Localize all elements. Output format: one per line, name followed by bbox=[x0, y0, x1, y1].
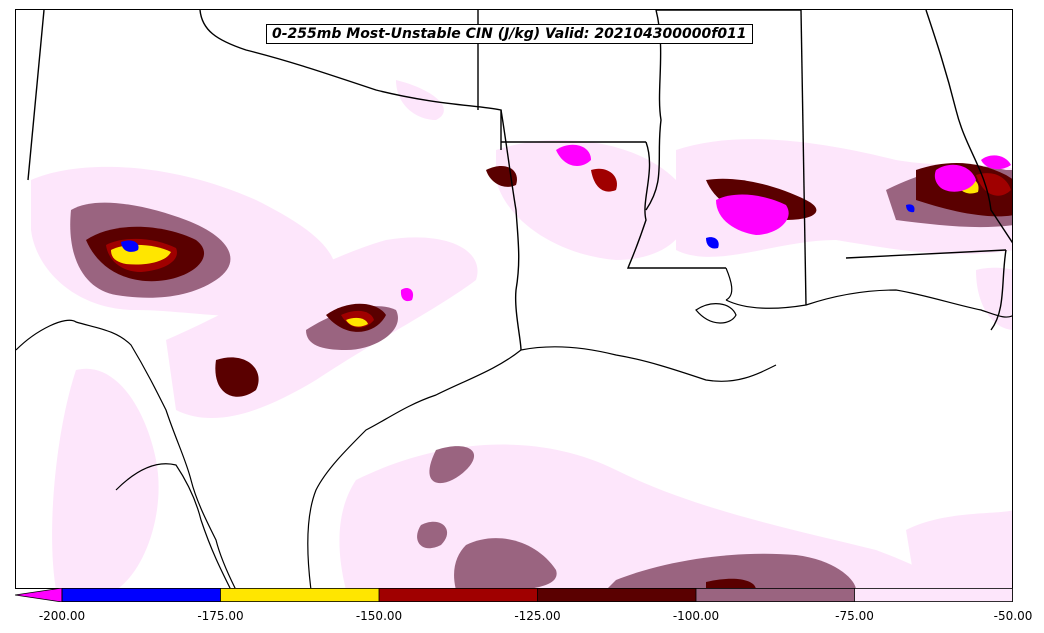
colorbar-bin bbox=[537, 588, 696, 602]
map-panel: 0-255mb Most-Unstable CIN (J/kg) Valid: … bbox=[15, 9, 1013, 589]
map-title: 0-255mb Most-Unstable CIN (J/kg) Valid: … bbox=[266, 24, 753, 44]
cin-map bbox=[16, 10, 1012, 588]
colorbar-tick-label: -175.00 bbox=[197, 609, 244, 623]
colorbar-tick-label: -50.00 bbox=[993, 609, 1033, 623]
cin-field-light bbox=[31, 80, 1012, 588]
colorbar-bin bbox=[696, 588, 855, 602]
colorbar-tick-label: -200.00 bbox=[38, 609, 86, 623]
colorbar-tick-label: -125.00 bbox=[514, 609, 561, 623]
cin-field-magenta bbox=[400, 144, 1011, 302]
colorbar-extend-min bbox=[15, 588, 63, 602]
colorbar-bin bbox=[854, 588, 1013, 602]
colorbar-bin bbox=[62, 588, 221, 602]
colorbar bbox=[15, 588, 1013, 602]
colorbar-tick-label: -75.00 bbox=[835, 609, 874, 623]
colorbar-tick-label: -100.00 bbox=[672, 609, 720, 623]
coastline bbox=[16, 267, 1012, 588]
colorbar-bin bbox=[379, 588, 538, 602]
colorbar-tick-label: -150.00 bbox=[355, 609, 403, 623]
colorbar-bin bbox=[220, 588, 379, 602]
state-borders bbox=[27, 10, 1012, 351]
